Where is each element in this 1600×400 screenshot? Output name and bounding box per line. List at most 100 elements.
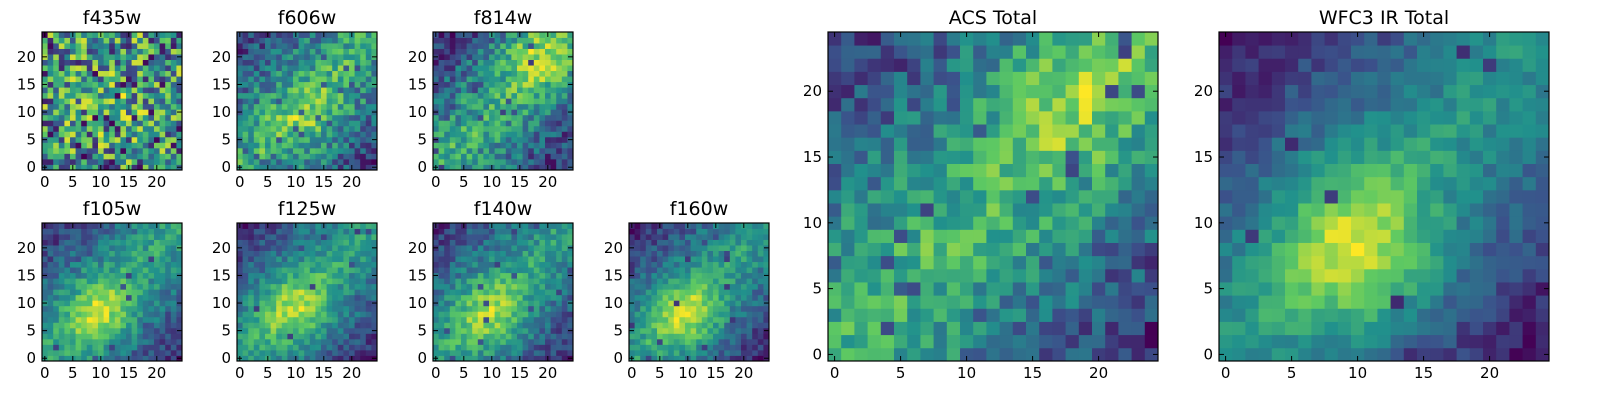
heatmap-cell [326, 153, 333, 160]
heatmap-cell [511, 136, 518, 143]
heatmap-cell [64, 103, 71, 110]
heatmap-cell [354, 355, 361, 362]
heatmap-cell [556, 131, 563, 138]
heatmap-cell [276, 87, 283, 94]
heatmap-cell [92, 283, 99, 290]
heatmap-cell [489, 228, 495, 235]
heatmap-cell [505, 131, 512, 138]
heatmap-cell [298, 316, 305, 323]
heatmap-cell [511, 239, 518, 246]
heatmap-cell [483, 316, 490, 323]
heatmap-cell [894, 255, 908, 270]
heatmap-cell [354, 311, 361, 318]
heatmap-cell [854, 176, 868, 191]
heatmap-cell [679, 344, 686, 351]
heatmap-cell [253, 142, 260, 149]
heatmap-cell [528, 272, 535, 279]
heatmap-cell [326, 81, 333, 88]
heatmap-cell [270, 289, 277, 296]
heatmap-cell [841, 255, 855, 270]
heatmap-cell [81, 98, 88, 105]
heatmap-cell [746, 256, 753, 263]
heatmap-cell [349, 76, 355, 83]
heatmap-cell [176, 278, 183, 285]
heatmap-cell [315, 256, 322, 263]
heatmap-cell [741, 267, 747, 274]
heatmap-cell [696, 311, 703, 318]
heatmap-cell [131, 136, 138, 143]
heatmap-cell [500, 239, 507, 246]
heatmap-cell [137, 261, 144, 268]
heatmap-cell [154, 43, 160, 49]
heatmap-cell [718, 333, 725, 340]
heatmap-cell [522, 120, 529, 127]
heatmap-cell [42, 158, 48, 165]
heatmap-cell [729, 316, 736, 323]
heatmap-cell [126, 103, 132, 110]
heatmap-cell [433, 349, 439, 356]
heatmap-cell [287, 76, 294, 83]
heatmap-cell [309, 114, 316, 121]
heatmap-cell [332, 109, 339, 116]
heatmap-cell [86, 164, 93, 171]
heatmap-cell [265, 147, 271, 154]
heatmap-cell [466, 131, 473, 138]
heatmap-cell [349, 87, 355, 94]
heatmap-cell [933, 321, 948, 336]
heatmap-cell [1144, 229, 1159, 243]
heatmap-cell [332, 153, 339, 160]
heatmap-cell [494, 305, 501, 312]
heatmap-cell [120, 147, 127, 154]
heatmap-cell [472, 283, 479, 290]
heatmap-cell [237, 316, 243, 323]
heatmap-cell [489, 283, 495, 290]
heatmap-cell [304, 109, 311, 116]
heatmap-cell [477, 228, 484, 235]
heatmap-cell [500, 250, 507, 257]
heatmap-cell [53, 278, 60, 285]
heatmap-cell [455, 294, 462, 301]
heatmap-cell [746, 349, 753, 356]
heatmap-cell [483, 223, 490, 229]
heatmap-cell [237, 142, 243, 149]
heatmap-cell [58, 289, 65, 296]
heatmap-cell [53, 349, 60, 356]
axes-frame [432, 222, 574, 362]
heatmap-cell [337, 223, 344, 229]
heatmap-cell [1092, 163, 1106, 178]
heatmap-cell [533, 327, 540, 334]
heatmap-cell [528, 283, 535, 290]
heatmap-cell [92, 158, 99, 165]
heatmap-cell [92, 250, 99, 257]
heatmap-cell [489, 234, 495, 240]
heatmap-cell [645, 316, 652, 323]
heatmap-cell [304, 103, 311, 110]
heatmap-cell [326, 327, 333, 334]
heatmap-cell [933, 255, 948, 270]
heatmap-cell [259, 278, 266, 285]
heatmap-cell [270, 234, 277, 240]
heatmap-cell [131, 81, 138, 88]
heatmap-cell [120, 164, 127, 171]
heatmap-cell [556, 125, 563, 132]
heatmap-cell [131, 250, 138, 257]
heatmap-cell [270, 344, 277, 351]
heatmap-cell [528, 103, 535, 110]
heatmap-cell [455, 120, 462, 127]
heatmap-cell [70, 294, 76, 301]
heatmap-cell [505, 289, 512, 296]
heatmap-cell [729, 256, 736, 263]
heatmap-cell [81, 70, 88, 77]
heatmap-cell [332, 245, 339, 251]
heatmap-cell [165, 114, 172, 121]
heatmap-cell [556, 338, 563, 345]
heatmap-cell [645, 344, 652, 351]
heatmap-cell [298, 32, 305, 38]
heatmap-cell [522, 294, 529, 301]
heatmap-cell [126, 300, 132, 307]
heatmap-cell [556, 283, 563, 290]
heatmap-cell [550, 153, 557, 160]
heatmap-cell [685, 344, 691, 351]
heatmap-cell [42, 131, 48, 138]
heatmap-cell [472, 289, 479, 296]
